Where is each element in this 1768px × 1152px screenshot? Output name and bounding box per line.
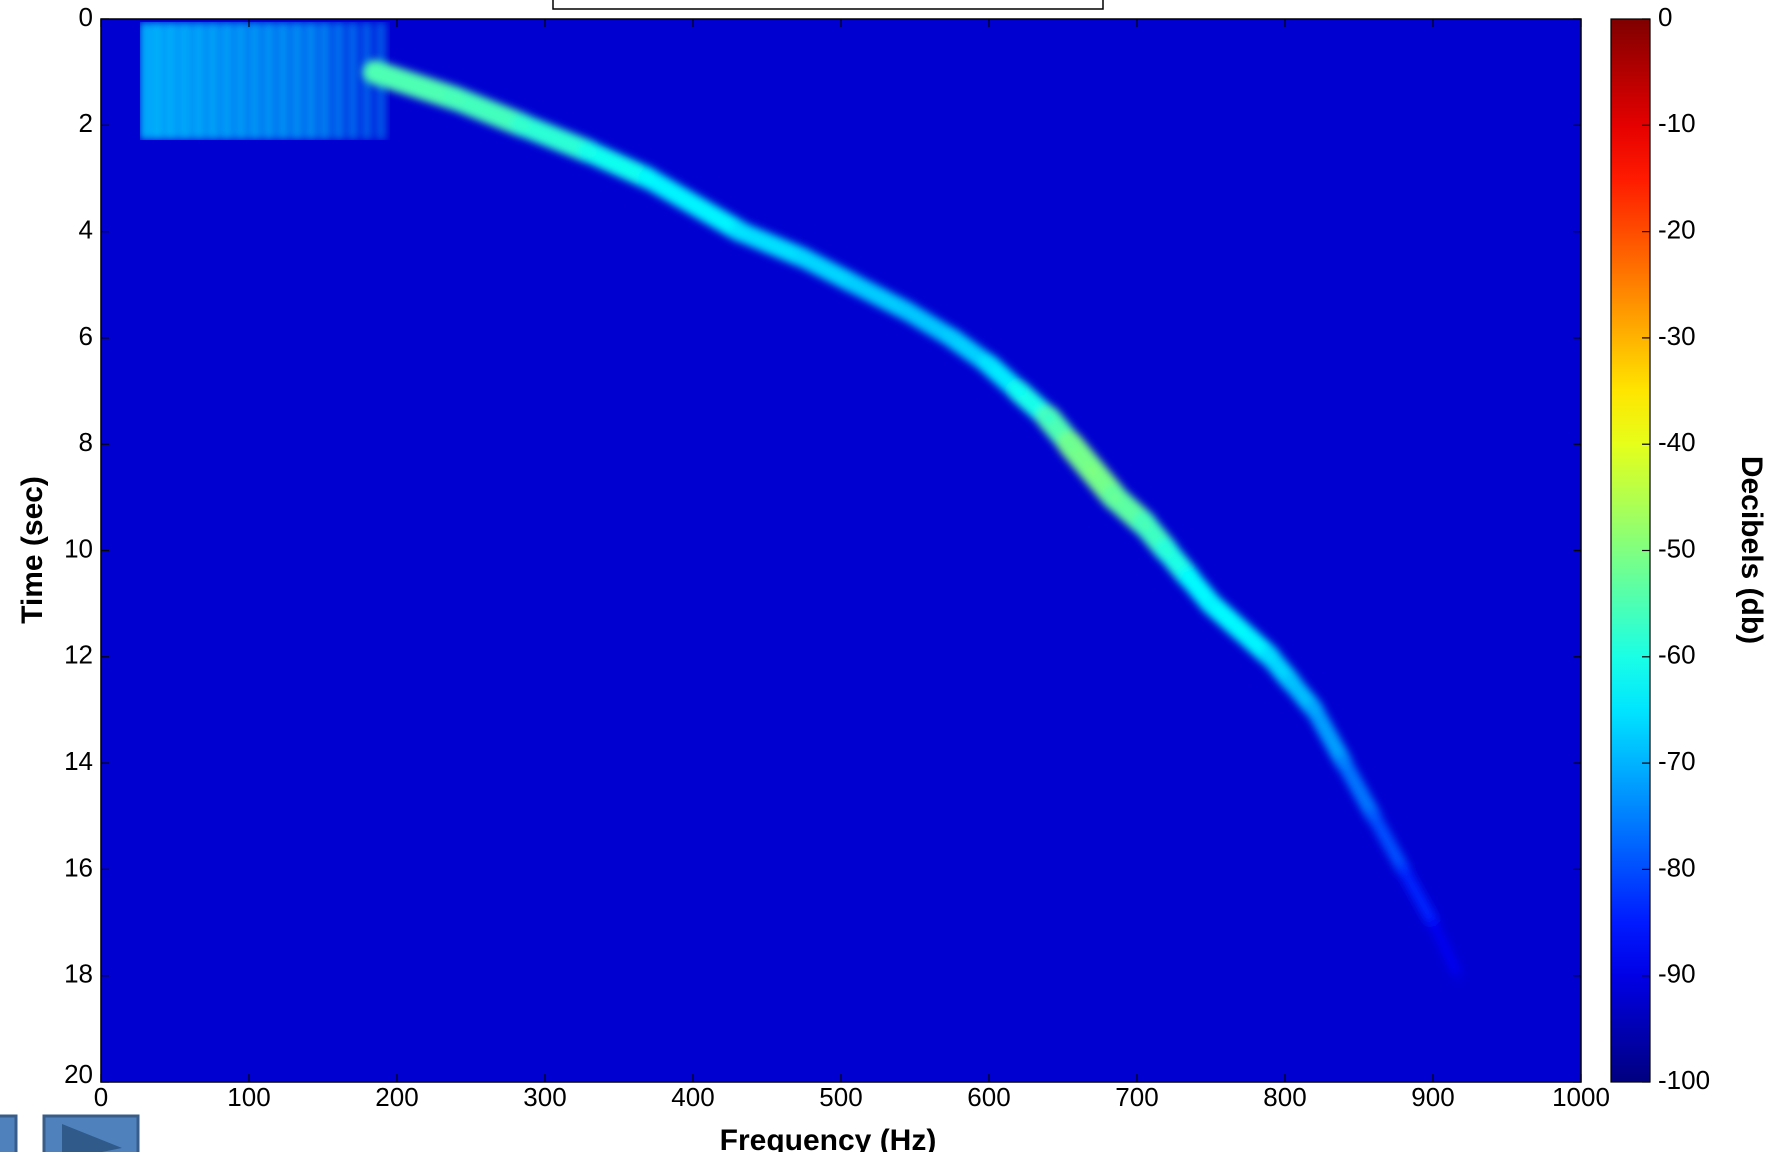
- ridge-point: [1064, 438, 1077, 451]
- ridge-point: [643, 173, 654, 184]
- x-tick-label: 0: [94, 1082, 108, 1112]
- x-tick-label: 900: [1411, 1082, 1454, 1112]
- colorbar-tick-label: -90: [1658, 959, 1696, 989]
- ridge-point: [947, 333, 957, 343]
- x-tick-label: 500: [819, 1082, 862, 1112]
- next-arrow: [62, 1124, 122, 1152]
- ridge-point: [1161, 545, 1173, 556]
- ridge-point: [584, 146, 595, 158]
- ridge-point: [1399, 865, 1408, 874]
- ridge-point: [1310, 705, 1319, 714]
- noise-stripes: [140, 22, 390, 140]
- ridge-segment: [1366, 809, 1411, 877]
- x-tick-label: 1000: [1552, 1082, 1610, 1112]
- x-tick-label: 600: [967, 1082, 1010, 1112]
- ridge-point: [1013, 386, 1024, 396]
- ridge-segment: [1427, 917, 1464, 981]
- ridge-point: [1183, 572, 1194, 583]
- title-box: [552, 0, 1104, 10]
- nav-buttons: [0, 1114, 140, 1152]
- prev-button[interactable]: [0, 1114, 18, 1152]
- ridge-segment: [578, 141, 660, 190]
- ridge-point: [851, 280, 861, 290]
- colorbar-tick-label: -50: [1658, 533, 1696, 563]
- ridge-segment: [1305, 701, 1353, 772]
- ridge-segment: [511, 114, 601, 164]
- ridge-point: [517, 119, 529, 131]
- colorbar-label: Decibels (db): [1735, 456, 1768, 644]
- ridge-point: [1369, 812, 1378, 821]
- plot-background: [101, 19, 1581, 1082]
- y-tick-label: 4: [79, 214, 93, 244]
- ridge-segment: [638, 168, 751, 242]
- colorbar-tick-label: -10: [1658, 108, 1696, 138]
- ridge-point: [1288, 679, 1297, 688]
- ridge-point: [1138, 518, 1151, 530]
- ridge-point: [735, 227, 745, 237]
- ridge-segment: [846, 275, 918, 321]
- ridge-point: [984, 359, 994, 369]
- colorbar-tick-label: -30: [1658, 321, 1696, 351]
- y-tick-label: 10: [64, 533, 93, 563]
- y-tick-label: 20: [64, 1059, 93, 1089]
- ridge-segment: [444, 86, 535, 138]
- ridge-point: [799, 253, 809, 263]
- colorbar-tick-label: -70: [1658, 746, 1696, 776]
- colorbar-tick-label: -60: [1658, 640, 1696, 670]
- y-tick-label: 6: [79, 321, 93, 351]
- ridge-point: [1206, 598, 1216, 609]
- ridge-segment: [730, 221, 814, 269]
- y-tick-label: 0: [79, 2, 93, 32]
- ridge-segment: [794, 248, 866, 295]
- x-tick-label: 400: [671, 1082, 714, 1112]
- y-axis-label: Time (sec): [16, 476, 49, 624]
- colorbar-tick-label: 0: [1658, 2, 1672, 32]
- colorbar-tick-label: -80: [1658, 852, 1696, 882]
- ridge-point: [1265, 652, 1275, 662]
- x-tick-label: 200: [375, 1082, 418, 1112]
- ridge-point: [1235, 625, 1246, 636]
- y-tick-label: 14: [64, 746, 93, 776]
- colorbar-tick-label: -100: [1658, 1065, 1710, 1095]
- colorbar-tick-label: -40: [1658, 427, 1696, 457]
- y-tick-label: 8: [79, 427, 93, 457]
- ridge-point: [903, 307, 912, 316]
- ridge-point: [450, 92, 463, 105]
- ridge-point: [1340, 759, 1349, 768]
- y-tick-label: 2: [79, 108, 93, 138]
- colorbar-tick-label: -20: [1658, 214, 1696, 244]
- ridge-segment: [1336, 755, 1382, 825]
- x-tick-label: 300: [523, 1082, 566, 1112]
- ridge-point: [1042, 412, 1054, 424]
- y-tick-label: 12: [64, 640, 93, 670]
- x-tick-label: 800: [1263, 1082, 1306, 1112]
- ridge-point: [1454, 971, 1463, 980]
- ridge-point: [1108, 491, 1121, 504]
- y-tick-label: 16: [64, 852, 93, 882]
- ridge-point: [1429, 918, 1437, 927]
- x-tick-label: 700: [1115, 1082, 1158, 1112]
- y-tick-label: 18: [64, 959, 93, 989]
- x-axis-label: Frequency (Hz): [720, 1124, 937, 1152]
- ridge-segment: [362, 60, 469, 111]
- ridge-segment: [1397, 863, 1440, 929]
- low-frequency-noise: [140, 22, 390, 140]
- ridge-point: [369, 66, 381, 78]
- x-tick-label: 100: [227, 1082, 270, 1112]
- ridge-point: [1086, 464, 1099, 478]
- ridge: [362, 60, 1464, 981]
